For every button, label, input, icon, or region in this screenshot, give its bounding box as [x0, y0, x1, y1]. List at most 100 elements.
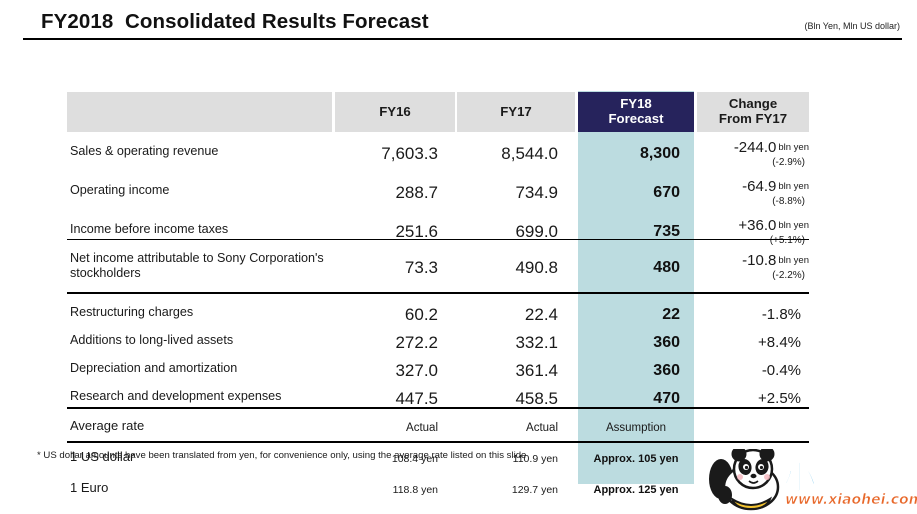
watermark-brand-main: 小黑 — [782, 457, 851, 498]
header-cell-fy17: FY17 — [457, 92, 575, 132]
change-unit: bln yen — [778, 181, 809, 192]
cell-fy17: 458.5 — [515, 388, 558, 408]
table-bottom-border — [67, 441, 809, 443]
cell-fy16: 327.0 — [395, 360, 438, 380]
cell-fy18: Approx. 105 yen — [593, 452, 679, 465]
cell-fy18: 470 — [653, 389, 680, 407]
cell-fy17: 734.9 — [515, 182, 558, 202]
cell-fy16: 60.2 — [404, 304, 438, 324]
section-divider — [67, 407, 809, 409]
row-label: Restructuring charges — [70, 305, 194, 319]
footnote: * US dollar amounts have been translated… — [37, 450, 527, 461]
row-label: Average rate — [70, 418, 145, 433]
header-change-line1: Change — [728, 96, 778, 112]
change-value: +36.0 bln yen — [738, 217, 809, 234]
panda-logo-icon — [709, 449, 780, 511]
change-unit: bln yen — [778, 220, 809, 231]
cell-change: +36.0 bln yen (+5.1%) — [697, 212, 815, 251]
cell-fy17: 699.0 — [515, 221, 558, 241]
cell-change: -10.8 bln yen (-2.2%) — [697, 247, 815, 289]
header-fy18-line1: FY18 — [620, 96, 652, 112]
cell-fy16: 73.3 — [404, 258, 438, 277]
row-label: 1 US dollar — [70, 449, 135, 464]
cell-fy18: 480 — [653, 259, 680, 276]
section-divider — [67, 292, 809, 294]
table-row: 1 Euro 118.8 yen 129.7 yen Approx. 125 y… — [0, 470, 917, 509]
change-unit: bln yen — [778, 255, 809, 266]
header-cell-fy16: FY16 — [335, 92, 455, 132]
header-cell-label — [67, 92, 332, 132]
cell-fy18: 360 — [653, 361, 680, 379]
row-label: Depreciation and amortization — [70, 361, 238, 375]
row-label: Net income attributable to Sony Corporat… — [70, 251, 324, 280]
row-label: Research and development expenses — [70, 389, 282, 403]
change-percent: (-8.8%) — [772, 196, 805, 207]
row-label: Sales & operating revenue — [70, 144, 219, 158]
site-watermark: 小黑 游戏 www.xiaohei.com — [705, 449, 917, 511]
page-title: FY2018 Consolidated Results Forecast — [41, 10, 429, 33]
change-unit: bln yen — [778, 142, 809, 153]
units-note: (Bln Yen, Mln US dollar) — [804, 21, 900, 31]
table-row: Net income attributable to Sony Corporat… — [0, 247, 917, 289]
cell-change: -1.8% — [761, 306, 801, 323]
cell-fy16: 7,603.3 — [381, 143, 438, 163]
table-row: Additions to long-lived assets 272.2 332… — [0, 323, 917, 362]
cell-fy17: 22.4 — [524, 304, 558, 324]
slide-header: FY2018 Consolidated Results Forecast (Bl… — [0, 0, 917, 40]
row-label: 1 Euro — [70, 480, 109, 495]
change-value: -244.0 bln yen — [733, 139, 809, 156]
header-change-line2: From FY17 — [718, 111, 788, 126]
forecast-column-highlight — [578, 91, 694, 484]
change-value: -64.9 bln yen — [742, 178, 809, 195]
header-fy18-line2: Forecast — [608, 111, 664, 126]
cell-fy17: 332.1 — [515, 332, 558, 352]
title-divider — [23, 38, 902, 40]
cell-fy16: Actual — [406, 421, 438, 434]
table-row: 1 US dollar 108.4 yen 110.9 yen Approx. … — [0, 439, 917, 478]
cell-fy16: 108.4 yen — [391, 452, 438, 465]
table-header-row: FY16 FY17 FY18 Forecast Change From FY17 — [0, 92, 917, 132]
watermark-url: www.xiaohei.com — [785, 492, 917, 509]
change-value: -10.8 bln yen — [742, 252, 809, 269]
cell-change: -244.0 bln yen (-2.9%) — [697, 134, 815, 173]
header-cell-fy18-forecast: FY18 Forecast — [578, 92, 694, 132]
table-row: Operating income 288.7 734.9 670 -64.9 bl… — [0, 173, 917, 212]
cell-change: -64.9 bln yen (-8.8%) — [697, 173, 815, 212]
table-row: Research and development expenses 447.5 … — [0, 379, 917, 418]
cell-fy18: 8,300 — [639, 144, 680, 162]
row-label: Operating income — [70, 183, 170, 197]
cell-fy18: 735 — [653, 222, 680, 240]
watermark-brand-sub: 游戏 — [856, 473, 896, 496]
cell-fy16: 118.8 yen — [392, 483, 438, 496]
table-row: Sales & operating revenue 7,603.3 8,544.… — [0, 134, 917, 173]
cell-fy18: Assumption — [605, 421, 667, 434]
cell-fy17: 490.8 — [515, 258, 558, 277]
cell-fy16: 251.6 — [395, 221, 438, 241]
change-percent: (+5.1%) — [769, 235, 805, 246]
cell-change: +2.5% — [758, 390, 801, 407]
cell-fy16: 272.2 — [395, 332, 438, 352]
cell-fy17: 361.4 — [515, 360, 558, 380]
change-percent: (-2.2%) — [772, 270, 805, 281]
cell-fy16: 447.5 — [395, 388, 438, 408]
row-divider — [67, 239, 809, 240]
table-row: Depreciation and amortization 327.0 361.… — [0, 351, 917, 390]
cell-fy18: 670 — [653, 183, 680, 201]
cell-fy18: 360 — [653, 333, 680, 351]
cell-change: +8.4% — [758, 334, 801, 351]
row-label: Additions to long-lived assets — [70, 333, 234, 347]
row-label: Income before income taxes — [70, 222, 229, 236]
header-cell-change: Change From FY17 — [697, 92, 809, 132]
table-row: Income before income taxes 251.6 699.0 7… — [0, 212, 917, 251]
cell-fy18: Approx. 125 yen — [593, 483, 679, 496]
cell-fy18: 22 — [662, 305, 680, 323]
cell-fy17: 8,544.0 — [501, 143, 558, 163]
cell-fy17: 110.9 yen — [512, 452, 558, 465]
table-row: Restructuring charges 60.2 22.4 22 -1.8% — [0, 295, 917, 334]
table-row: Average rate Actual Actual Assumption — [0, 408, 917, 447]
change-percent: (-2.9%) — [772, 157, 805, 168]
cell-fy17: 129.7 yen — [511, 483, 558, 496]
cell-change: -0.4% — [761, 362, 801, 379]
cell-fy16: 288.7 — [395, 182, 438, 202]
